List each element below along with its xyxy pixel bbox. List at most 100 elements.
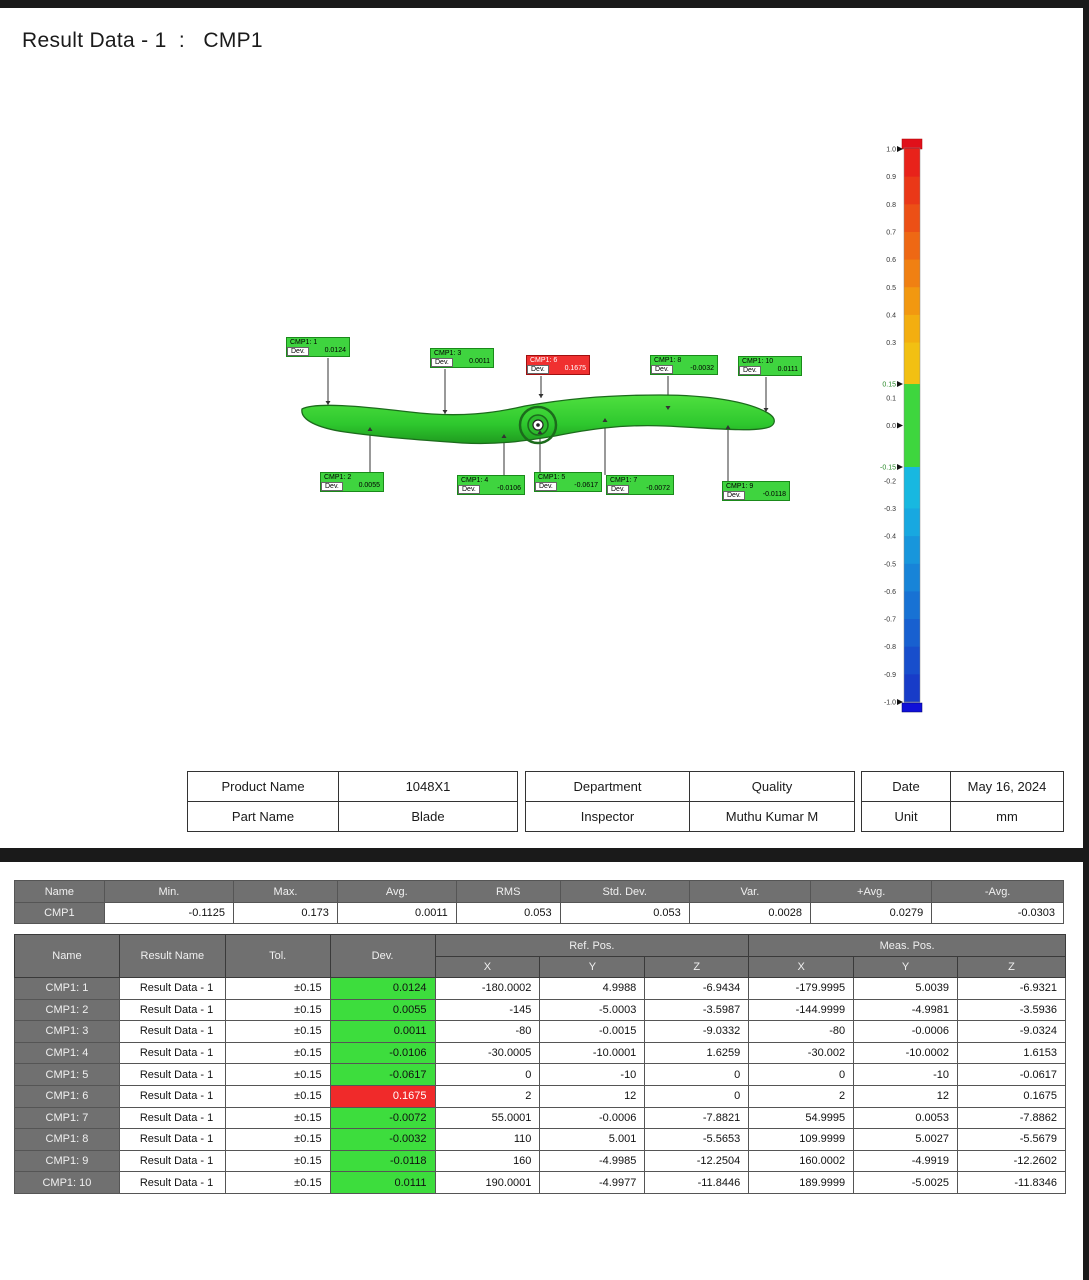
scale-label: -0.2	[884, 478, 896, 485]
table-row: CMP1: 7 Result Data - 1 ±0.15 -0.0072 55.000…	[14, 1106, 1066, 1130]
meas-y-cell: -5.0025	[853, 1171, 958, 1194]
scale-label: -0.15	[880, 464, 896, 471]
callout-name: CMP1: 3	[434, 350, 462, 357]
tolerance-cell: ±0.15	[224, 1106, 331, 1130]
ref-x-cell: 55.0001	[434, 1106, 541, 1130]
result-name-cell: Result Data - 1	[118, 998, 226, 1022]
col-header-ref-z: Z	[644, 956, 750, 978]
scale-band	[904, 466, 920, 482]
callout-dev-value: 0.0124	[324, 347, 346, 354]
scale-label: -0.7	[884, 617, 896, 624]
hub-ring	[518, 405, 558, 445]
ref-x-cell: 160	[434, 1149, 541, 1173]
table-row: CMP1: 1 Result Data - 1 ±0.15 0.0124 -180.00…	[14, 977, 1066, 1000]
scale-band	[904, 536, 920, 565]
tolerance-cell: ±0.15	[224, 1171, 331, 1194]
callout-dev-value: 0.0111	[777, 366, 798, 373]
scale-band	[904, 176, 920, 205]
meas-y-cell: 12	[853, 1084, 958, 1108]
scale-marker	[897, 146, 903, 152]
callout-1: CMP1: 1 Dev. 0.0124	[286, 337, 350, 357]
callout-dev-label: Dev.	[739, 366, 761, 375]
deviation-cell: 0.0055	[329, 998, 436, 1022]
tolerance-cell: ±0.15	[224, 1128, 331, 1151]
scale-band	[904, 287, 920, 316]
scale-label: 0.7	[886, 229, 896, 236]
scale-label: 0.0	[886, 423, 896, 430]
scale-label: -1.0	[884, 700, 896, 707]
leader-arrow	[367, 427, 373, 431]
stats-header-0: Name	[14, 880, 105, 903]
stats-cell-3: 0.0011	[336, 902, 457, 924]
result-name-cell: Result Data - 1	[118, 1063, 226, 1086]
col-header-meas-y: Y	[853, 956, 958, 978]
ref-y-cell: -10	[539, 1063, 646, 1086]
deviation-cell: 0.1675	[329, 1084, 436, 1108]
scale-band	[904, 508, 920, 537]
scale-band	[904, 619, 920, 648]
meas-y-cell: -0.0006	[853, 1020, 958, 1043]
ref-y-cell: 12	[539, 1084, 646, 1108]
ref-y-cell: 4.9988	[539, 977, 646, 1000]
meas-z-cell: -0.0617	[957, 1063, 1066, 1086]
callout-name: CMP1: 7	[610, 477, 638, 484]
ref-y-cell: -0.0006	[539, 1106, 646, 1130]
callout-dev-value: 0.0055	[358, 482, 380, 489]
col-header-ref-pos: Ref. Pos.	[434, 934, 750, 957]
callout-10: CMP1: 10 Dev. 0.0111	[738, 356, 802, 376]
leader-arrow	[537, 430, 543, 434]
ref-y-cell: -0.0015	[539, 1020, 646, 1043]
ref-x-cell: -145	[434, 998, 541, 1022]
callout-dev-label: Dev.	[458, 485, 480, 494]
callout-name: CMP1: 5	[538, 474, 566, 481]
meas-z-cell: -3.5936	[957, 998, 1066, 1022]
result-name-cell: Result Data - 1	[118, 1128, 226, 1151]
ref-x-cell: -30.0005	[434, 1041, 541, 1065]
meas-z-cell: 1.6153	[957, 1041, 1066, 1065]
stats-cell-8: -0.0303	[931, 902, 1064, 924]
callout-6: CMP1: 6 Dev. 0.1675	[526, 355, 590, 375]
table-row: CMP1: 3 Result Data - 1 ±0.15 0.0011 -80 -0.0…	[14, 1020, 1066, 1043]
tolerance-cell: ±0.15	[224, 1063, 331, 1086]
ref-z-cell: -5.5653	[644, 1128, 750, 1151]
ref-z-cell: -6.9434	[644, 977, 750, 1000]
department-label: Department	[525, 771, 690, 802]
table-row: CMP1: 10 Result Data - 1 ±0.15 0.0111 190.00…	[14, 1171, 1066, 1194]
callout-name: CMP1: 2	[324, 474, 352, 481]
meas-x-cell: 189.9999	[748, 1171, 855, 1194]
point-results-table: Name Result Name Tol. Dev. Ref. Pos. Mea…	[14, 934, 1066, 1194]
leader-arrow	[725, 425, 731, 429]
deviation-cell: 0.0111	[329, 1171, 436, 1194]
callout-dev-value: 0.1675	[564, 365, 586, 372]
ref-z-cell: 1.6259	[644, 1041, 750, 1065]
col-header-result-name: Result Name	[118, 934, 226, 978]
product-name-label: Product Name	[187, 771, 339, 802]
meas-y-cell: -10.0002	[853, 1041, 958, 1065]
meas-x-cell: -179.9995	[748, 977, 855, 1000]
callout-name: CMP1: 9	[726, 483, 754, 490]
stats-header-6: Var.	[688, 880, 812, 903]
point-name-cell: CMP1: 1	[14, 977, 120, 1000]
tolerance-cell: ±0.15	[224, 998, 331, 1022]
stats-cell-7: 0.0279	[810, 902, 933, 924]
scale-label: -0.5	[884, 561, 896, 568]
deviation-cell: -0.0118	[329, 1149, 436, 1173]
deviation-cell: -0.0106	[329, 1041, 436, 1065]
stats-header-2: Max.	[233, 880, 338, 903]
meas-x-cell: 0	[748, 1063, 855, 1086]
scale-band	[904, 314, 920, 344]
stats-header-4: RMS	[455, 880, 561, 903]
stats-header-1: Min.	[103, 880, 235, 903]
meas-y-cell: 0.0053	[853, 1106, 958, 1130]
meas-z-cell: -9.0324	[957, 1020, 1066, 1043]
date-info-table: Date May 16, 2024 Unit mm	[861, 771, 1064, 832]
leader-arrow	[602, 418, 608, 422]
col-header-ref-x: X	[434, 956, 541, 978]
deviation-cell: -0.0072	[329, 1106, 436, 1130]
meas-z-cell: -6.9321	[957, 977, 1066, 1000]
callout-4: CMP1: 4 Dev. -0.0106	[457, 475, 525, 495]
scale-label: 0.4	[886, 312, 896, 319]
callout-name: CMP1: 6	[530, 357, 558, 364]
meas-z-cell: -5.5679	[957, 1128, 1066, 1151]
unit-value: mm	[950, 801, 1064, 832]
